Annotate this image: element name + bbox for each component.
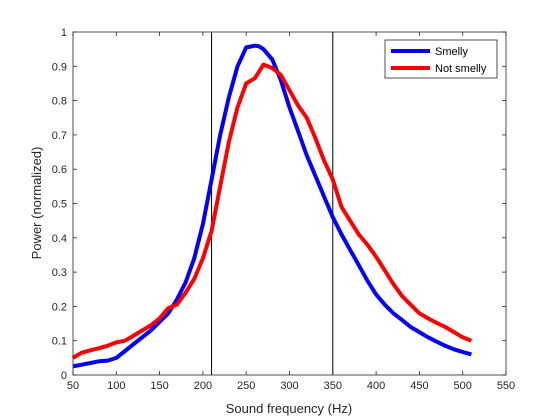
y-tick-label: 0.5 <box>52 199 67 211</box>
x-tick-label: 50 <box>67 380 79 392</box>
series-line-smelly <box>72 43 472 369</box>
x-tick-label: 300 <box>280 380 298 392</box>
x-tick-label: 250 <box>237 380 255 392</box>
y-axis-label: Power (normalized) <box>29 147 44 260</box>
y-tick-label: 0.6 <box>52 164 67 176</box>
legend-label-smelly: Smelly <box>435 46 469 58</box>
legend-label-not-smelly: Not smelly <box>435 63 487 75</box>
x-tick-label: 150 <box>150 380 168 392</box>
y-tick-label: 0.2 <box>52 301 67 313</box>
y-tick-label: 0.1 <box>52 336 67 348</box>
y-tick-label: 0.9 <box>52 61 67 73</box>
x-tick-label: 400 <box>367 380 385 392</box>
x-tick-label: 450 <box>410 380 428 392</box>
x-tick-label: 200 <box>194 380 212 392</box>
y-tick-label: 0.8 <box>52 96 67 108</box>
x-tick-label: 550 <box>497 380 515 392</box>
series-line-not-smelly <box>71 62 473 360</box>
y-tick-label: 0.4 <box>52 233 67 245</box>
legend: Smelly Not smelly <box>384 39 498 79</box>
x-axis-label: Sound frequency (Hz) <box>226 401 352 416</box>
x-tick-label: 350 <box>324 380 342 392</box>
x-tick-label: 100 <box>107 380 125 392</box>
y-tick-label: 0.7 <box>52 130 67 142</box>
y-tick-label: 0.3 <box>52 267 67 279</box>
x-tick-label: 500 <box>454 380 472 392</box>
y-tick-label: 1 <box>61 27 67 39</box>
legend-box <box>384 39 498 79</box>
y-tick-label: 0 <box>61 370 67 382</box>
